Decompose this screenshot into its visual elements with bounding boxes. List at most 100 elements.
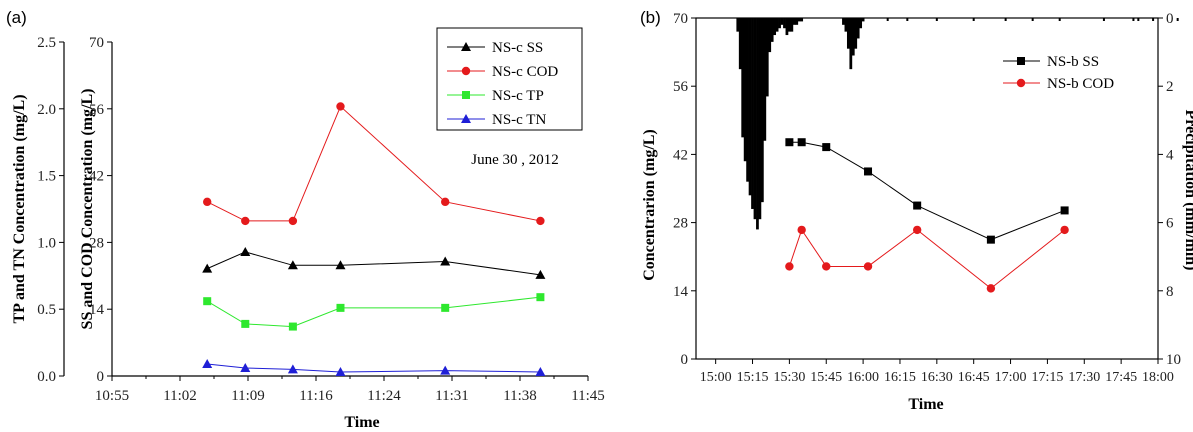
data-point-b [785, 262, 794, 271]
y-left-tick-label-a: 0.5 [37, 302, 56, 318]
data-point-a [240, 362, 251, 372]
data-point-b [1060, 206, 1069, 215]
precip-bar [783, 18, 786, 29]
y-inner-tick-label-a: 70 [89, 35, 104, 51]
x-axis-title-a: Time [344, 414, 379, 431]
x-tick-label-a: 11:16 [299, 388, 333, 404]
legend-label-b: NS-b SS [1047, 54, 1099, 70]
data-point-b [822, 143, 831, 152]
precip-bar [935, 18, 938, 21]
series-line-a [206, 105, 541, 222]
precip-bar [756, 18, 759, 230]
x-tick-label-a: 11:31 [435, 388, 469, 404]
precip-bar [859, 18, 863, 29]
precip-bar [861, 18, 865, 22]
y-right-tick-label-b: 10 [1166, 352, 1181, 368]
x-tick-label-a: 11:38 [503, 388, 537, 404]
precip-bar [770, 18, 774, 42]
x-tick-label-b: 16:45 [958, 370, 990, 385]
precip-bar [1152, 18, 1155, 21]
data-point-b [986, 284, 996, 293]
x-axis-title-b: Time [908, 396, 943, 413]
x-tick-label-b: 18:00 [1142, 370, 1174, 385]
precip-bar [1102, 18, 1105, 21]
x-tick-label-b: 16:00 [847, 370, 879, 385]
data-point-b [785, 138, 794, 147]
precip-bar [800, 18, 804, 22]
data-point-b [797, 138, 806, 147]
data-point-a [535, 269, 546, 279]
x-tick-label-b: 17:30 [1068, 370, 1100, 385]
precip-bar [854, 18, 858, 49]
series-line-b [788, 228, 1065, 290]
series-line-b [789, 141, 1065, 241]
series-line-a [207, 363, 541, 373]
data-point-a [536, 216, 545, 226]
y-left-tick-label-a: 1.5 [37, 169, 56, 185]
precip-bar [856, 18, 860, 39]
y-axis-title-left-b: Concentrarion (mg/L) [641, 129, 658, 281]
x-tick-label-a: 11:02 [163, 388, 197, 404]
x-tick-label-b: 17:00 [995, 370, 1027, 385]
chart-panel-a: (a) TP and TN Concentration (mg/L) SS an… [6, 8, 605, 431]
precip-bar [1004, 18, 1007, 21]
data-point-b [1060, 225, 1069, 235]
legend-swatch-marker-b [1016, 78, 1026, 88]
data-point-a [335, 260, 346, 270]
precip-bar [775, 18, 779, 32]
data-point-a [536, 293, 545, 302]
y-left-tick-label-a: 1.0 [37, 235, 56, 251]
legend-label-a: NS-c SS [492, 40, 543, 56]
precip-bar [780, 18, 784, 25]
precip-bar [795, 18, 799, 25]
data-point-a [241, 216, 250, 226]
y-inner-tick-label-a: 14 [89, 302, 105, 318]
x-tick-label-b: 15:15 [737, 370, 769, 385]
precip-bar [849, 18, 853, 70]
data-point-a [203, 197, 212, 207]
y-left-tick-label-a: 0.0 [37, 369, 56, 385]
data-point-a [241, 319, 250, 328]
data-point-a [440, 256, 451, 266]
precip-bar [886, 18, 889, 21]
precip-bar [748, 18, 752, 196]
y-left-tick-label-b: 28 [673, 216, 688, 232]
precip-bar [743, 18, 747, 162]
chart-panel-b: (b) Concentrarion (mg/L) Precipitation (… [640, 8, 1193, 413]
data-point-a [288, 216, 298, 226]
legend-label-a: NS-c COD [492, 64, 558, 80]
data-point-a [441, 303, 450, 312]
x-tick-label-b: 15:45 [810, 370, 842, 385]
series-line-a [206, 251, 541, 276]
y-left-tick-label-b: 42 [673, 147, 688, 163]
x-tick-label-a: 11:24 [367, 388, 401, 404]
y-axis-title-left-a: TP and TN Concentration (mg/L) [11, 94, 28, 323]
precip-bar [753, 18, 757, 220]
series-line-a [206, 296, 541, 328]
precip-bar [778, 18, 781, 29]
data-point-a [287, 364, 298, 374]
legend-a: NS-c SS NS-c COD NS-c TP NS-c TN [436, 27, 583, 131]
plot-frame-b [695, 17, 1159, 360]
y-right-tick-label-b: 2 [1166, 79, 1174, 95]
y-inner-tick-label-a: 56 [89, 102, 105, 118]
x-tick-label-b: 17:45 [1105, 370, 1137, 385]
precip-bar [972, 18, 975, 21]
precip-bar [736, 18, 740, 32]
data-point-b [912, 225, 922, 235]
y-inner-tick-label-a: 0 [97, 369, 105, 385]
precip-bar [797, 18, 801, 22]
legend-label-b: NS-b COD [1047, 76, 1114, 92]
legend-swatch-marker-a [461, 114, 471, 123]
y-left-tick-label-b: 14 [673, 284, 689, 300]
precip-bar [788, 18, 791, 32]
panel-label-b: (b) [640, 8, 661, 27]
y-left-tick-label-b: 56 [673, 79, 689, 95]
y-axis-title-inner-a: SS and COD Concentration (mg/L) [79, 89, 96, 330]
data-point-a [440, 365, 451, 375]
precip-bar [790, 18, 794, 32]
y-right-tick-label-b: 4 [1166, 147, 1174, 163]
precip-bar [1031, 18, 1034, 21]
data-point-b [864, 167, 873, 176]
